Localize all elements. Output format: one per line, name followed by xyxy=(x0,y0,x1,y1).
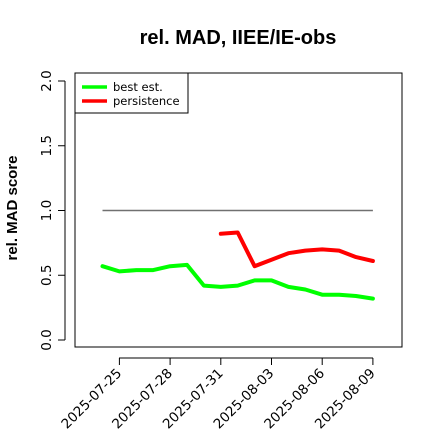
series-group xyxy=(100,230,375,301)
y-tick-label: 0.0 xyxy=(39,329,55,350)
series-line-persistence xyxy=(218,230,375,269)
y-tick-label: 2.0 xyxy=(39,70,55,91)
chart-title: rel. MAD, IIEE/IE-obs xyxy=(140,27,337,49)
plot-frame xyxy=(74,72,403,348)
series-line-best-est xyxy=(100,262,375,301)
legend-box xyxy=(74,72,189,114)
y-tick-label: 1.5 xyxy=(39,135,55,156)
legend-label-best-est: best est. xyxy=(113,80,163,94)
y-ticks: 0.0 0.5 1.0 1.5 2.0 xyxy=(39,70,65,351)
legend-label-persistence: persistence xyxy=(113,94,180,108)
y-tick-label: 0.5 xyxy=(39,265,55,286)
y-tick-label: 1.0 xyxy=(39,200,55,221)
y-axis-label: rel. MAD score xyxy=(4,155,21,260)
x-ticks: 2025-07-252025-07-282025-07-312025-08-03… xyxy=(58,358,379,432)
legend: best est. persistence xyxy=(74,72,189,114)
